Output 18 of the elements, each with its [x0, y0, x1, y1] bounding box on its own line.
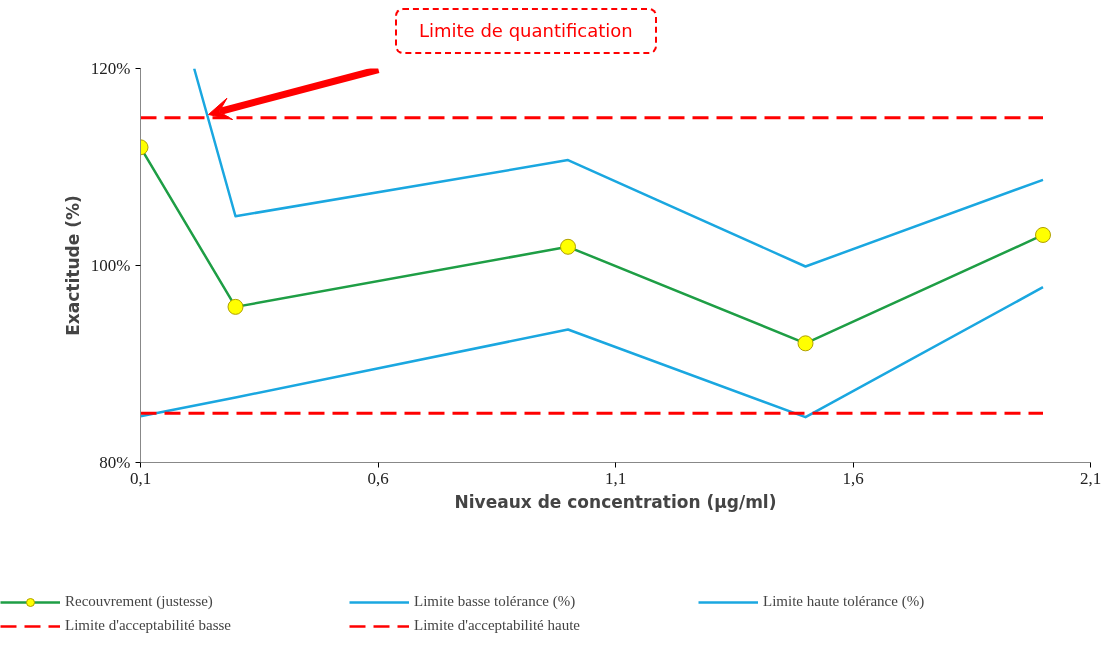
line-series: [140, 285, 1045, 419]
x-tick-label: 2,1: [1079, 468, 1102, 488]
x-tick-label: 0,6: [367, 468, 389, 488]
x-tick-label: 1,6: [842, 468, 864, 488]
legend-label: Recouvrement (justesse): [65, 593, 214, 611]
legend-label: Limite haute tolérance (%): [763, 593, 926, 611]
x-axis-title: Niveaux de concentration (µg/ml): [454, 491, 777, 512]
line-series: [192, 68, 1045, 268]
text: Limite de quantification: [419, 19, 633, 43]
y-axis-title: Exactitude (%): [62, 194, 83, 336]
y-tick-label: 100%: [90, 255, 131, 275]
legend-label: Limite d'acceptabilité basse: [65, 617, 232, 635]
y-tick-label: 80%: [99, 452, 131, 472]
legend-label: Limite basse tolérance (%): [414, 593, 577, 611]
legend-label: Limite d'acceptabilité haute: [414, 617, 581, 635]
y-tick-label: 120%: [90, 58, 131, 78]
x-tick-label: 0,1: [129, 468, 152, 488]
x-tick-label: 1,1: [604, 468, 627, 488]
